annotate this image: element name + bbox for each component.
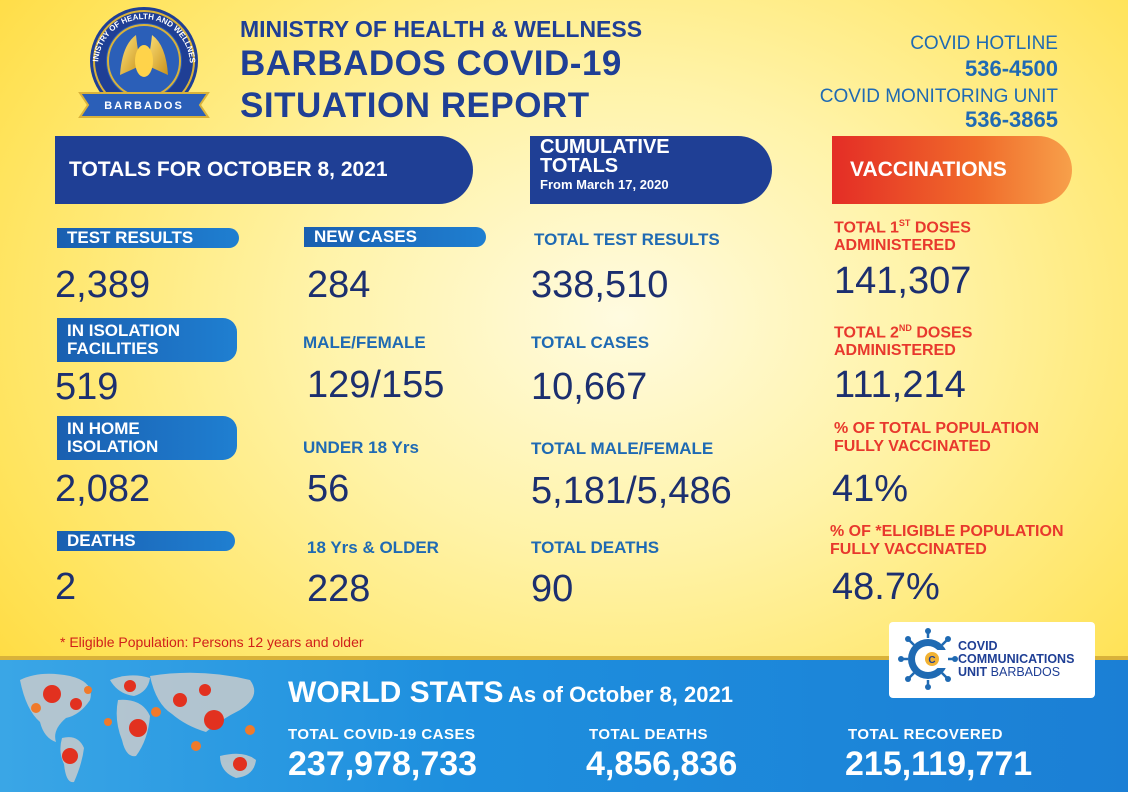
total-deaths-value: 90 xyxy=(531,568,574,610)
hotline-number: 536-4500 xyxy=(965,56,1058,81)
under-18-label: UNDER 18 Yrs xyxy=(303,438,419,457)
second-doses-label: TOTAL 2ND DOSES ADMINISTERED xyxy=(834,323,973,360)
deaths-value: 2 xyxy=(55,566,77,608)
world-recovered-value: 215,119,771 xyxy=(845,745,1033,783)
male-female-value: 129/155 xyxy=(307,364,445,406)
vaccinations-banner-text: VACCINATIONS xyxy=(850,158,1007,181)
under-18-value: 56 xyxy=(307,468,350,510)
cumulative-subtitle: From March 17, 2020 xyxy=(540,177,669,192)
hotline-label: COVID HOTLINE xyxy=(910,33,1058,54)
total-cases-label: TOTAL CASES xyxy=(531,333,650,352)
totals-banner-text: TOTALS FOR OCTOBER 8, 2021 xyxy=(69,158,388,181)
second-doses-value: 111,214 xyxy=(834,364,966,406)
seal-bottom-text: BARBADOS xyxy=(104,100,184,112)
world-map-virus-image xyxy=(20,672,256,783)
eligible-population-footnote: * Eligible Population: Persons 12 years … xyxy=(60,634,364,650)
world-stats-date: As of October 8, 2021 xyxy=(507,682,733,707)
world-cases-label: TOTAL COVID-19 CASES xyxy=(288,726,476,743)
isolation-facilities-label-line2: FACILITIES xyxy=(67,339,159,358)
first-doses-value: 141,307 xyxy=(834,260,972,302)
first-doses-label: TOTAL 1ST DOSES ADMINISTERED xyxy=(834,218,971,255)
total-cases-value: 10,667 xyxy=(531,366,648,408)
cumulative-title-line2: TOTALS xyxy=(540,155,619,177)
isolation-facilities-value: 519 xyxy=(55,366,119,408)
monitoring-unit-number: 536-3865 xyxy=(965,107,1058,132)
ccu-line3: UNIT BARBADOS xyxy=(958,665,1061,679)
isolation-facilities-label-line1: IN ISOLATION xyxy=(67,321,181,340)
world-recovered-label: TOTAL RECOVERED xyxy=(848,726,1004,743)
home-isolation-label-line2: ISOLATION xyxy=(67,437,159,456)
total-male-female-value: 5,181/5,486 xyxy=(531,470,732,512)
home-isolation-label-line1: IN HOME xyxy=(67,419,140,438)
population-vaccinated-value: 41% xyxy=(832,468,909,510)
population-vaccinated-label: % OF TOTAL POPULATION FULLY VACCINATED xyxy=(834,420,1040,455)
ministry-seal-logo: MINISTRY OF HEALTH AND WELLNESS BARBADOS xyxy=(72,5,210,118)
ministry-name: MINISTRY OF HEALTH & WELLNESS xyxy=(240,16,643,42)
ccu-line2: COMMUNICATIONS xyxy=(958,652,1075,666)
world-stats-title: WORLD STATS As of October 8, 2021 xyxy=(288,676,733,710)
eligible-vaccinated-value: 48.7% xyxy=(832,566,940,608)
over-18-value: 228 xyxy=(307,568,371,610)
over-18-label: 18 Yrs & OLDER xyxy=(307,538,439,557)
logo-mark-letter: C xyxy=(928,655,935,666)
test-results-label: TEST RESULTS xyxy=(57,228,239,248)
monitoring-unit-label: COVID MONITORING UNIT xyxy=(819,86,1058,107)
world-deaths-label: TOTAL DEATHS xyxy=(589,726,709,743)
virus-c-logo-icon: C xyxy=(898,628,958,690)
deaths-label: DEATHS xyxy=(57,531,235,551)
cumulative-title-line1: CUMULATIVE xyxy=(540,136,670,158)
report-title-line1: BARBADOS COVID-19 xyxy=(240,44,622,83)
world-cases-value: 237,978,733 xyxy=(288,745,478,783)
totals-banner: TOTALS FOR OCTOBER 8, 2021 xyxy=(55,136,473,204)
ccu-line1: COVID xyxy=(958,639,998,653)
eligible-vaccinated-label: % OF *ELIGIBLE POPULATION FULLY VACCINAT… xyxy=(830,523,1064,558)
total-male-female-label: TOTAL MALE/FEMALE xyxy=(531,439,714,458)
new-cases-label: NEW CASES xyxy=(304,227,486,247)
total-test-results-label: TOTAL TEST RESULTS xyxy=(534,230,720,249)
isolation-facilities-label: IN ISOLATION FACILITIES xyxy=(57,318,237,362)
total-test-results-value: 338,510 xyxy=(531,264,669,306)
home-isolation-label: IN HOME ISOLATION xyxy=(57,416,237,460)
home-isolation-value: 2,082 xyxy=(55,468,151,510)
world-stats-heading: WORLD STATS xyxy=(288,676,504,709)
total-deaths-label: TOTAL DEATHS xyxy=(531,538,660,557)
report-title-line2: SITUATION REPORT xyxy=(240,86,590,125)
vaccinations-banner: VACCINATIONS xyxy=(832,136,1072,204)
cumulative-banner: CUMULATIVE TOTALS From March 17, 2020 xyxy=(530,136,772,204)
new-cases-value: 284 xyxy=(307,264,371,306)
male-female-label: MALE/FEMALE xyxy=(303,333,426,352)
world-deaths-value: 4,856,836 xyxy=(586,745,738,783)
test-results-value: 2,389 xyxy=(55,264,151,306)
ccu-logo-text: COVID COMMUNICATIONS UNIT BARBADOS xyxy=(958,640,1074,679)
